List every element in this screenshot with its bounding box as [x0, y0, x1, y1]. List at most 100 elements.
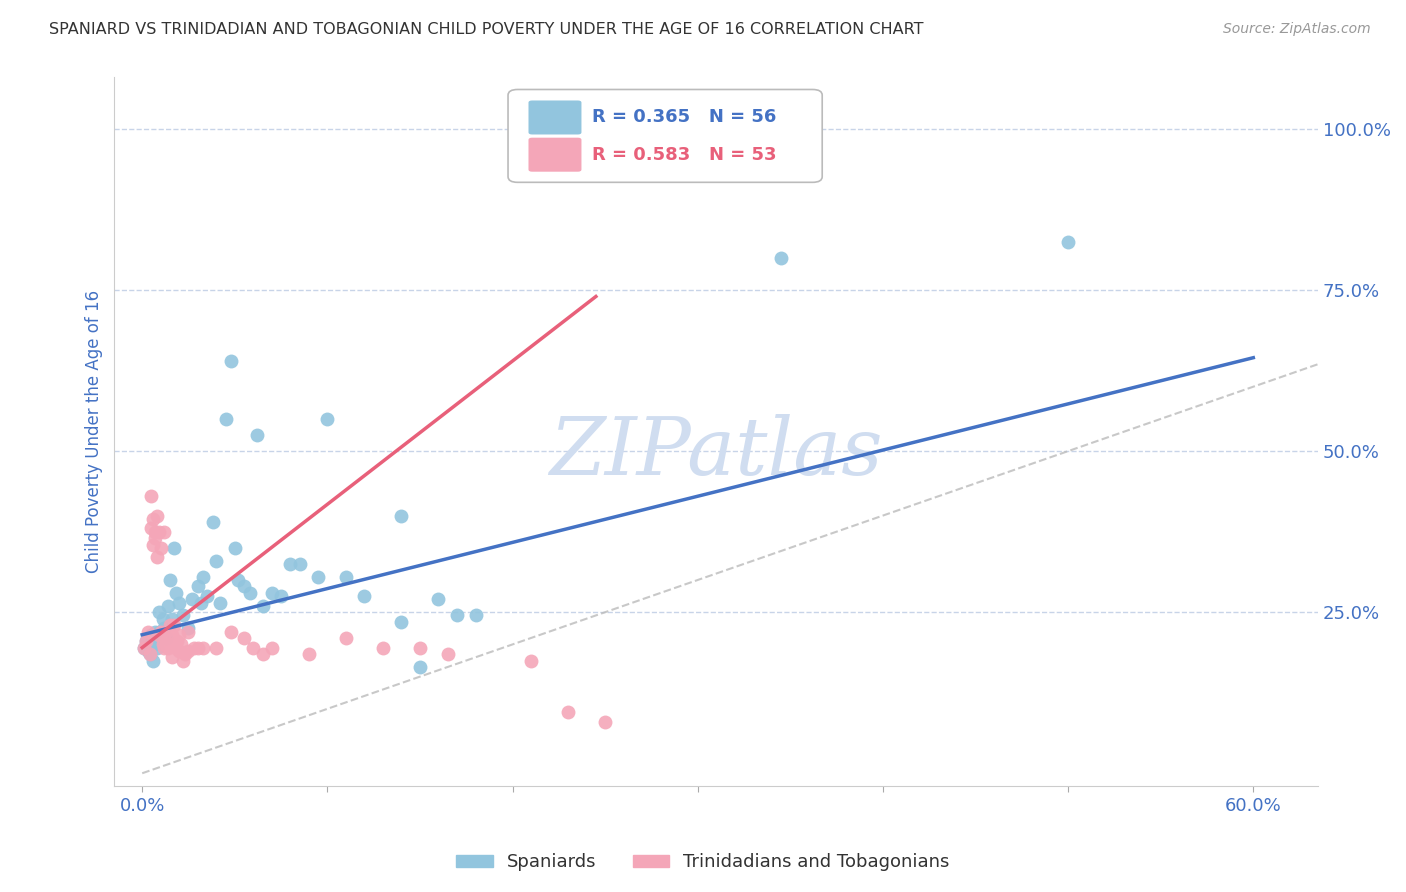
Point: [335, 631, 357, 645]
Point: [177, 644, 200, 658]
Point: [183, 640, 205, 655]
Point: [141, 521, 163, 535]
Point: [155, 631, 177, 645]
Point: [353, 589, 375, 603]
Point: [391, 615, 413, 629]
Point: [141, 628, 163, 642]
Text: R = 0.583   N = 53: R = 0.583 N = 53: [592, 145, 776, 164]
Point: [436, 647, 458, 661]
Point: [155, 637, 177, 651]
Point: [153, 640, 176, 655]
Point: [136, 624, 159, 639]
Point: [187, 579, 209, 593]
Point: [141, 637, 163, 651]
Point: [335, 570, 357, 584]
Point: [135, 634, 157, 648]
Point: [143, 637, 166, 651]
Point: [190, 595, 212, 609]
Point: [172, 608, 194, 623]
FancyBboxPatch shape: [529, 137, 582, 171]
Y-axis label: Child Poverty Under the Age of 16: Child Poverty Under the Age of 16: [86, 290, 103, 574]
Point: [167, 644, 190, 658]
Point: [557, 705, 579, 719]
Text: R = 0.365   N = 56: R = 0.365 N = 56: [592, 109, 776, 127]
Point: [160, 650, 183, 665]
Point: [260, 586, 283, 600]
Text: Source: ZipAtlas.com: Source: ZipAtlas.com: [1223, 22, 1371, 37]
Point: [593, 714, 616, 729]
Point: [520, 653, 543, 667]
Point: [1057, 235, 1080, 249]
Point: [160, 612, 183, 626]
Point: [239, 586, 262, 600]
Point: [427, 592, 450, 607]
Point: [177, 621, 200, 635]
Point: [252, 647, 274, 661]
Point: [770, 251, 793, 265]
Point: [260, 640, 283, 655]
Point: [141, 489, 163, 503]
Point: [307, 570, 329, 584]
Point: [138, 647, 160, 661]
Point: [155, 624, 177, 639]
Point: [148, 605, 170, 619]
Point: [166, 634, 188, 648]
Point: [288, 557, 311, 571]
Point: [136, 644, 159, 658]
Point: [142, 537, 165, 551]
Point: [172, 653, 194, 667]
Text: ZIPatlas: ZIPatlas: [550, 414, 883, 491]
Point: [142, 512, 165, 526]
Point: [135, 634, 157, 648]
Point: [270, 589, 292, 603]
Point: [143, 624, 166, 639]
Point: [146, 508, 169, 523]
Point: [181, 592, 204, 607]
Point: [228, 573, 250, 587]
Point: [149, 631, 172, 645]
Point: [149, 541, 172, 555]
Point: [193, 640, 215, 655]
Point: [446, 608, 468, 623]
Point: [170, 637, 193, 651]
Point: [152, 612, 174, 626]
Point: [789, 122, 811, 136]
Point: [165, 640, 187, 655]
Point: [219, 624, 242, 639]
Point: [160, 628, 183, 642]
Point: [163, 618, 186, 632]
FancyBboxPatch shape: [508, 89, 823, 182]
Point: [143, 524, 166, 539]
Point: [252, 599, 274, 613]
Point: [157, 640, 180, 655]
Point: [167, 595, 190, 609]
Point: [165, 586, 187, 600]
Point: [152, 637, 174, 651]
Point: [464, 608, 486, 623]
Point: [153, 621, 176, 635]
Point: [146, 550, 169, 565]
Point: [214, 412, 236, 426]
Point: [242, 640, 264, 655]
Point: [298, 647, 321, 661]
Point: [143, 531, 166, 545]
Point: [148, 524, 170, 539]
Point: [205, 640, 228, 655]
Point: [219, 354, 242, 368]
Point: [173, 647, 195, 661]
Point: [132, 640, 155, 655]
Point: [167, 628, 190, 642]
Point: [157, 599, 180, 613]
Point: [177, 624, 200, 639]
FancyBboxPatch shape: [529, 101, 582, 135]
Point: [163, 541, 186, 555]
Point: [371, 640, 394, 655]
Point: [233, 579, 256, 593]
Point: [409, 640, 432, 655]
Point: [159, 573, 181, 587]
Legend: Spaniards, Trinidadians and Tobagonians: Spaniards, Trinidadians and Tobagonians: [450, 847, 956, 879]
Point: [148, 628, 170, 642]
Point: [148, 624, 170, 639]
Point: [142, 653, 165, 667]
Point: [391, 508, 413, 523]
